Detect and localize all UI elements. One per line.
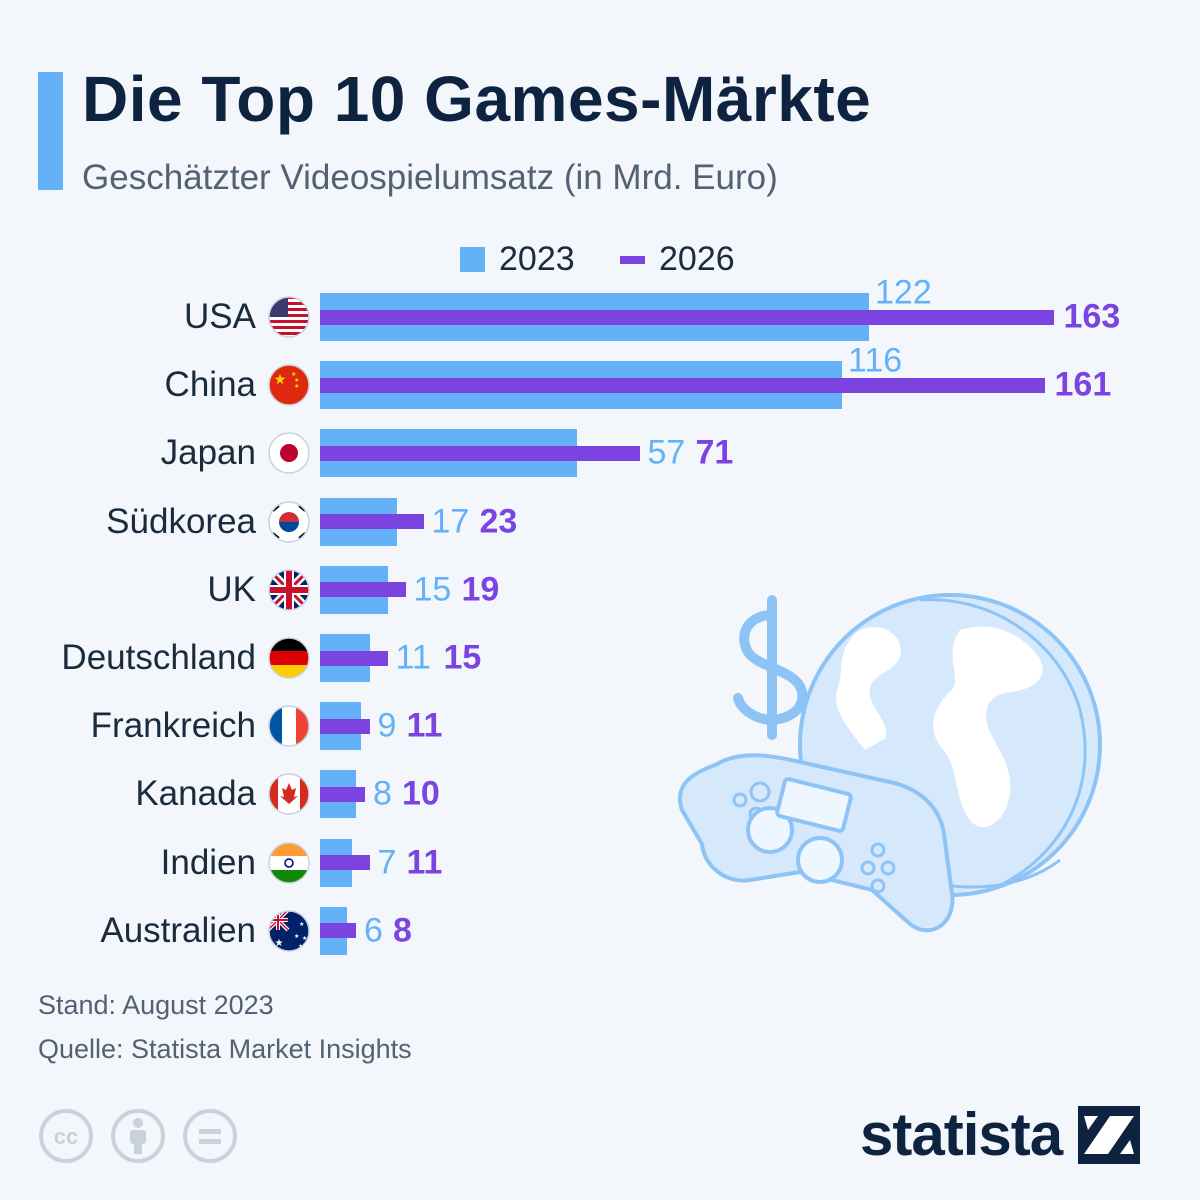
data-label-2026: 10 bbox=[402, 774, 440, 813]
category-label: Frankreich bbox=[90, 706, 256, 746]
bar-2026 bbox=[320, 855, 370, 871]
title-accent-bar bbox=[38, 72, 63, 190]
australia-flag-icon: ★ ★ ★ ★ ★ bbox=[268, 910, 310, 952]
category-label: Japan bbox=[160, 433, 256, 473]
bar-2026 bbox=[320, 309, 1054, 325]
bar-2026 bbox=[320, 718, 370, 734]
legend-item-2026: 2026 bbox=[620, 240, 735, 279]
data-label-2026: 11 bbox=[406, 843, 443, 882]
category-label: UK bbox=[207, 569, 256, 609]
data-label-2026: 8 bbox=[393, 911, 412, 950]
legend-item-2023: 2023 bbox=[460, 240, 575, 279]
brand-name: statista bbox=[860, 1101, 1063, 1168]
source-note: Quelle: Statista Market Insights bbox=[38, 1034, 412, 1064]
no-derivatives-icon[interactable] bbox=[182, 1108, 238, 1164]
data-label-2023: 116 bbox=[848, 341, 903, 380]
svg-text:★: ★ bbox=[302, 935, 307, 942]
data-label-2026: 71 bbox=[695, 433, 734, 472]
cc-icon[interactable]: cc bbox=[38, 1108, 94, 1164]
license-icons: cc bbox=[38, 1108, 238, 1164]
svg-text:★: ★ bbox=[299, 921, 304, 928]
data-label-2023: 15 bbox=[413, 570, 452, 609]
bar-2026 bbox=[320, 377, 1045, 393]
bar-2026 bbox=[320, 923, 356, 939]
category-label: Deutschland bbox=[61, 638, 256, 677]
bar-2026 bbox=[320, 786, 365, 802]
data-label-2023: 7 bbox=[377, 843, 397, 882]
category-label: Kanada bbox=[135, 774, 256, 814]
chart-title: Die Top 10 Games-Märkte bbox=[82, 63, 872, 135]
data-label-2026: 23 bbox=[479, 502, 518, 541]
category-label: USA bbox=[184, 297, 256, 336]
data-label-2026: 161 bbox=[1054, 365, 1112, 404]
category-label: Südkorea bbox=[106, 501, 256, 541]
data-label-2023: 57 bbox=[647, 433, 686, 472]
bar-2026 bbox=[320, 650, 388, 666]
data-label-2026: 19 bbox=[461, 570, 500, 609]
statista-logo-icon bbox=[1078, 1105, 1141, 1164]
data-label-2023: 9 bbox=[377, 706, 397, 745]
data-label-2023: 8 bbox=[373, 774, 392, 813]
svg-text:★: ★ bbox=[294, 933, 299, 940]
globe-controller-illustration bbox=[678, 593, 1102, 933]
data-label-2023: 122 bbox=[875, 273, 932, 312]
attribution-icon[interactable] bbox=[110, 1108, 166, 1164]
svg-text:★: ★ bbox=[291, 371, 296, 378]
legend-label-2026: 2026 bbox=[659, 240, 735, 278]
svg-text:★: ★ bbox=[294, 377, 299, 384]
us-flag-icon bbox=[268, 296, 310, 338]
india-flag-icon bbox=[268, 841, 310, 884]
data-label-2026: 11 bbox=[406, 706, 443, 745]
statista-brand[interactable]: statista bbox=[860, 1100, 1141, 1169]
svg-text:★: ★ bbox=[275, 938, 284, 949]
svg-text:★: ★ bbox=[274, 371, 287, 387]
legend-swatch-2023 bbox=[460, 247, 485, 272]
date-note: Stand: August 2023 bbox=[38, 990, 274, 1020]
china-flag-icon: ★ ★ ★ ★ bbox=[268, 364, 310, 406]
svg-text:★: ★ bbox=[294, 383, 299, 390]
canada-flag-icon bbox=[268, 773, 310, 816]
data-label-2023: 11 bbox=[395, 638, 431, 677]
category-label: Australien bbox=[100, 910, 256, 950]
svg-text:cc: cc bbox=[54, 1124, 78, 1149]
chart-subtitle: Geschätzter Videospielumsatz (in Mrd. Eu… bbox=[82, 158, 778, 197]
data-label-2026: 163 bbox=[1063, 297, 1121, 336]
france-flag-icon bbox=[268, 705, 310, 747]
category-label: Indien bbox=[160, 842, 256, 882]
uk-flag-icon bbox=[268, 569, 310, 611]
bar-2026 bbox=[320, 445, 640, 461]
south-korea-flag-icon bbox=[268, 500, 310, 543]
legend-swatch-2026 bbox=[620, 255, 645, 264]
data-label-2026: 15 bbox=[443, 638, 482, 677]
bar-2026 bbox=[320, 514, 424, 530]
legend-label-2023: 2023 bbox=[499, 240, 575, 278]
japan-flag-icon bbox=[268, 432, 310, 475]
data-label-2023: 6 bbox=[364, 911, 383, 950]
data-label-2023: 17 bbox=[431, 502, 470, 541]
germany-flag-icon bbox=[268, 637, 310, 679]
category-label: China bbox=[164, 365, 256, 405]
bar-2026 bbox=[320, 582, 406, 598]
